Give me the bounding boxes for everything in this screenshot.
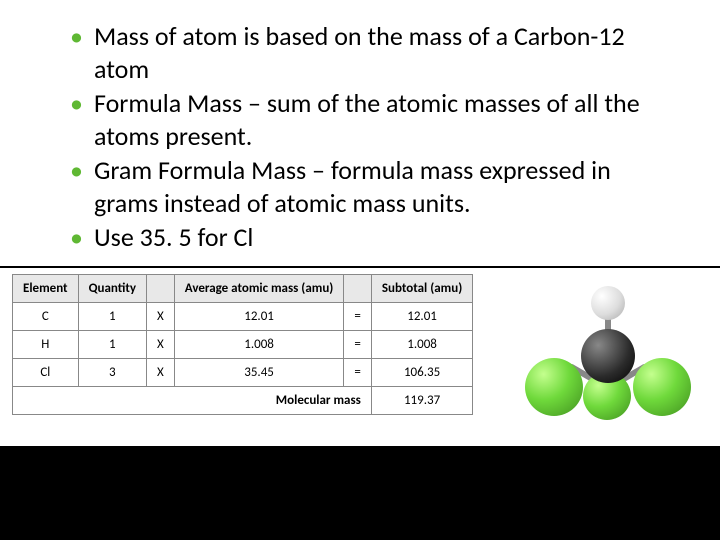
footer-label: Molecular mass xyxy=(13,386,372,414)
cell-element: H xyxy=(13,330,79,358)
cell-op: = xyxy=(344,302,371,330)
cell-op: X xyxy=(147,330,175,358)
cell-element: Cl xyxy=(13,358,79,386)
atom-cl-right xyxy=(633,358,691,416)
table-footer-row: Molecular mass 119.37 xyxy=(13,386,473,414)
cell-op: = xyxy=(344,358,371,386)
cell-op: = xyxy=(344,330,371,358)
cell-mass: 1.008 xyxy=(174,330,344,358)
header-subtotal: Subtotal (amu) xyxy=(371,274,472,302)
cell-subtotal: 12.01 xyxy=(371,302,472,330)
cell-subtotal: 106.35 xyxy=(371,358,472,386)
footer-value: 119.37 xyxy=(371,386,472,414)
header-element: Element xyxy=(13,274,79,302)
atom-hydrogen xyxy=(591,286,625,320)
header-avg-mass: Average atomic mass (amu) xyxy=(174,274,344,302)
atom-cl-left xyxy=(525,358,583,416)
bullet-item: Gram Formula Mass – formula mass express… xyxy=(70,154,680,219)
mass-table-wrap: Element Quantity Average atomic mass (am… xyxy=(12,274,473,434)
cell-mass: 35.45 xyxy=(174,358,344,386)
cell-mass: 12.01 xyxy=(174,302,344,330)
bottom-section: Element Quantity Average atomic mass (am… xyxy=(0,266,720,446)
bullet-content: Mass of atom is based on the mass of a C… xyxy=(0,0,720,266)
bullet-item: Use 35. 5 for Cl xyxy=(70,221,680,254)
cell-op: X xyxy=(147,302,175,330)
mass-table: Element Quantity Average atomic mass (am… xyxy=(12,274,473,415)
bullet-item: Formula Mass – sum of the atomic masses … xyxy=(70,87,680,152)
header-blank-op2 xyxy=(344,274,371,302)
table-row: C 1 X 12.01 = 12.01 xyxy=(13,302,473,330)
cell-qty: 3 xyxy=(78,358,146,386)
table-row: Cl 3 X 35.45 = 106.35 xyxy=(13,358,473,386)
cell-subtotal: 1.008 xyxy=(371,330,472,358)
atom-carbon xyxy=(581,329,635,383)
cell-op: X xyxy=(147,358,175,386)
header-blank-op1 xyxy=(147,274,175,302)
bullet-item: Mass of atom is based on the mass of a C… xyxy=(70,20,680,85)
table-header-row: Element Quantity Average atomic mass (am… xyxy=(13,274,473,302)
bullet-list: Mass of atom is based on the mass of a C… xyxy=(70,20,680,254)
table-row: H 1 X 1.008 = 1.008 xyxy=(13,330,473,358)
header-quantity: Quantity xyxy=(78,274,146,302)
cell-qty: 1 xyxy=(78,302,146,330)
molecule-diagram xyxy=(483,274,708,434)
cell-qty: 1 xyxy=(78,330,146,358)
cell-element: C xyxy=(13,302,79,330)
